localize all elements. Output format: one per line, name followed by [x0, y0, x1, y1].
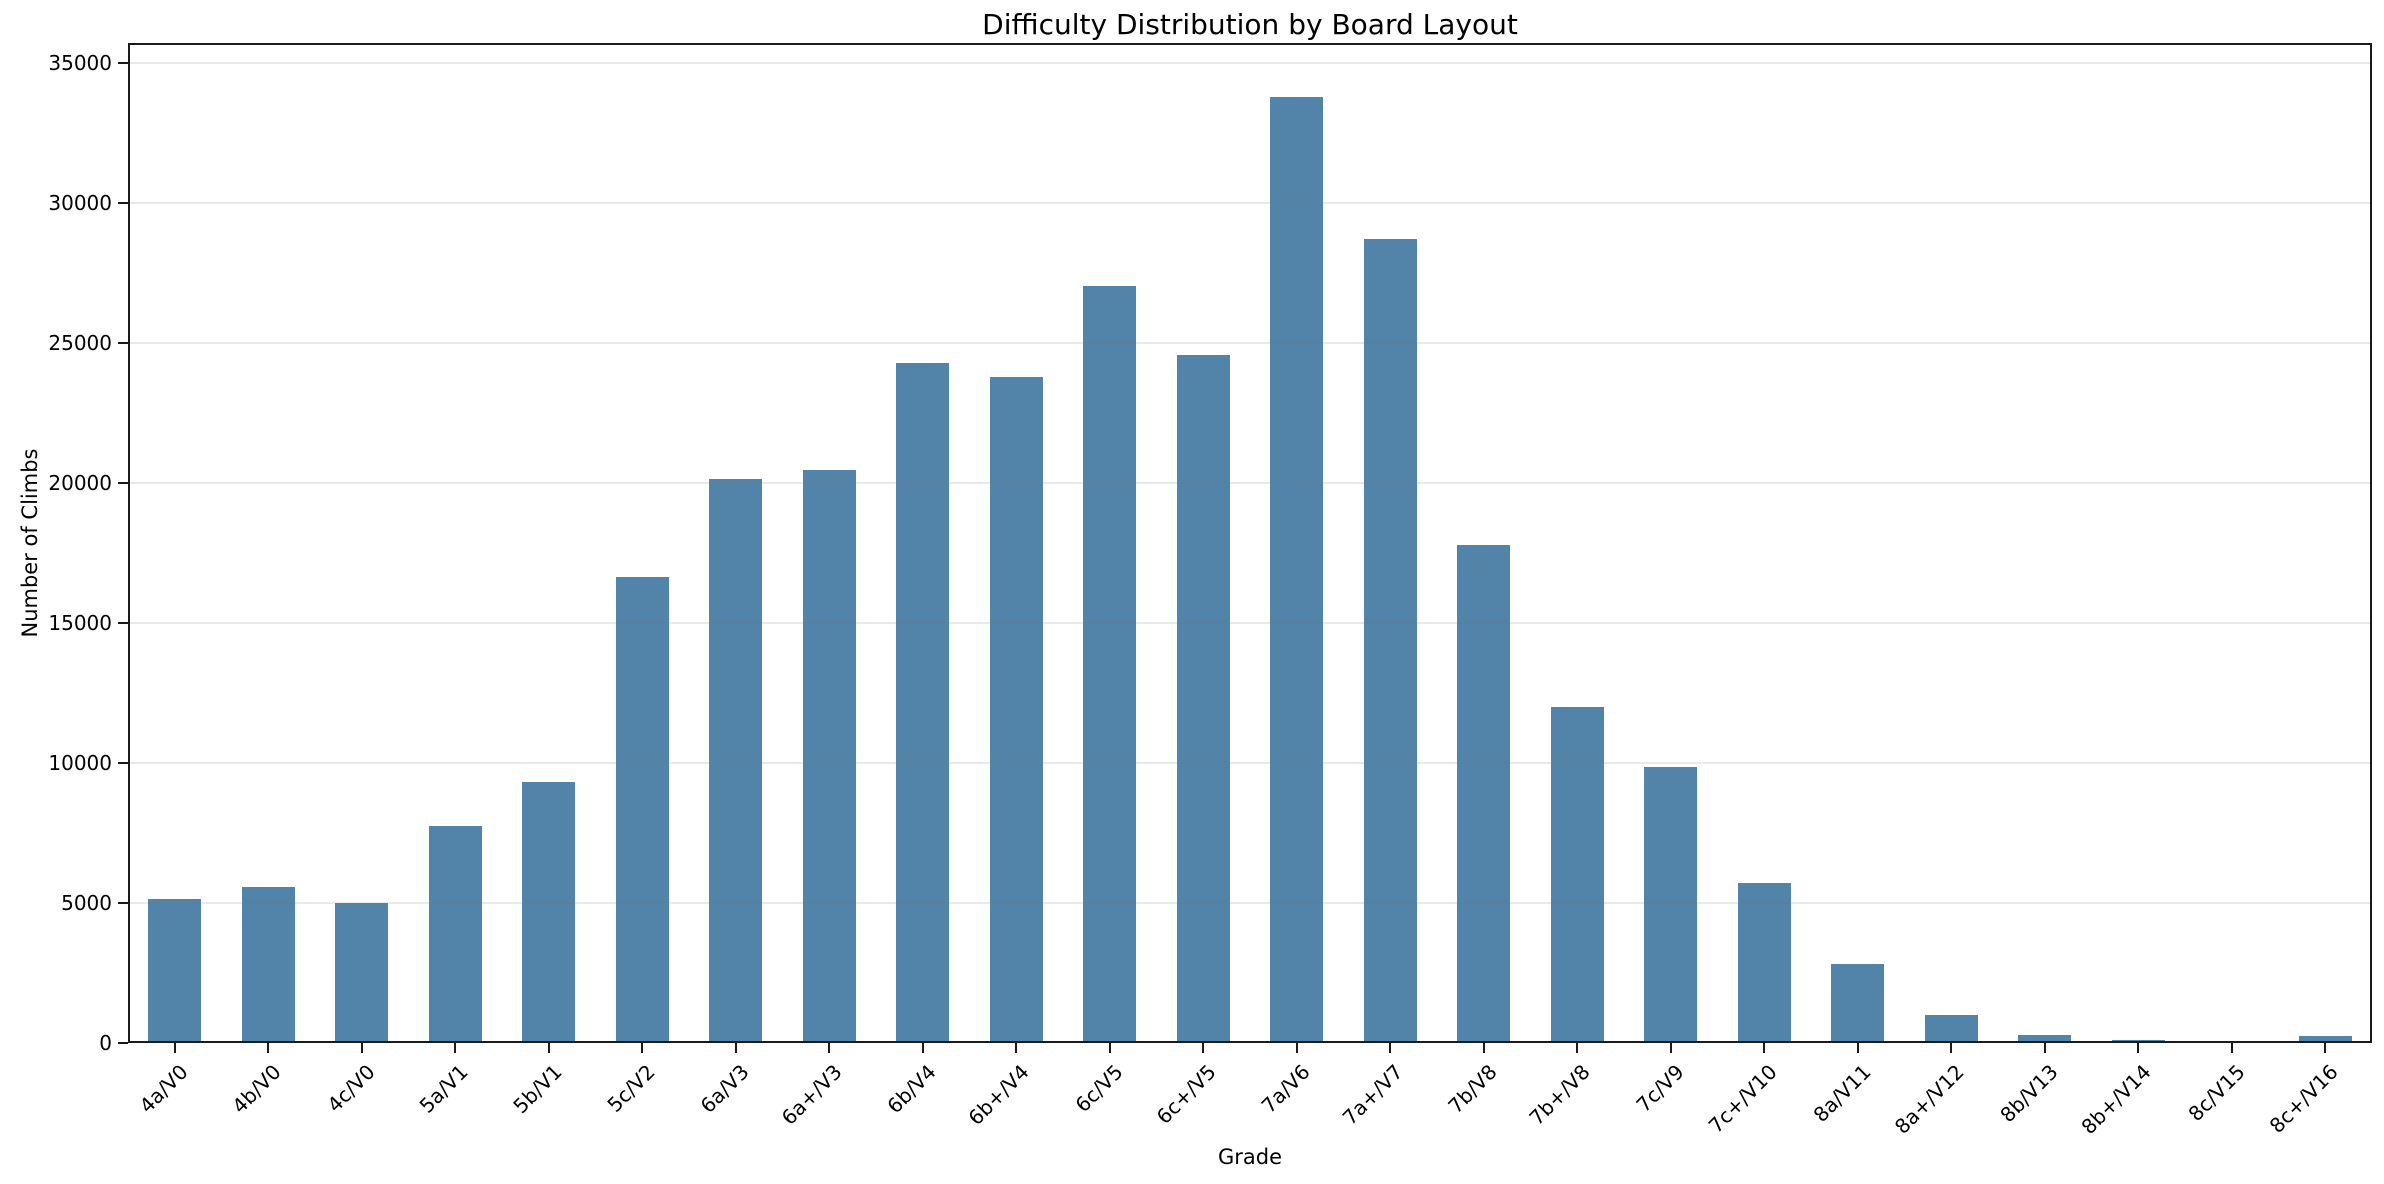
x-tick-mark-7c/V9: [1669, 1043, 1672, 1053]
gridline-y-5000: [128, 901, 2372, 904]
x-tick-mark-6c/V5: [1108, 1043, 1111, 1053]
y-axis-label: Number of Climbs: [18, 448, 42, 638]
gridline-y-15000: [128, 621, 2372, 624]
bar-6b+/V4: [990, 377, 1043, 1043]
x-tick-mark-7a+/V7: [1389, 1043, 1392, 1053]
y-tick-mark-10000: [118, 761, 128, 764]
x-tick-mark-4c/V0: [360, 1043, 363, 1053]
chart-title: Difficulty Distribution by Board Layout: [982, 8, 1518, 41]
y-tick-label-10000: 10000: [48, 750, 112, 775]
gridline-y-30000: [128, 201, 2372, 204]
bar-8c/V15: [2205, 1041, 2258, 1043]
y-tick-label-15000: 15000: [48, 610, 112, 635]
x-tick-mark-5c/V2: [641, 1043, 644, 1053]
x-tick-mark-7b+/V8: [1576, 1043, 1579, 1053]
gridline-y-35000: [128, 61, 2372, 64]
bar-4a/V0: [148, 899, 201, 1043]
bar-5b/V1: [522, 782, 575, 1043]
x-tick-mark-5a/V1: [454, 1043, 457, 1053]
x-tick-mark-7c+/V10: [1763, 1043, 1766, 1053]
y-tick-label-25000: 25000: [48, 330, 112, 355]
x-tick-mark-6a+/V3: [828, 1043, 831, 1053]
bar-5a/V1: [429, 826, 482, 1043]
bar-6a+/V3: [803, 470, 856, 1043]
x-tick-mark-5b/V1: [547, 1043, 550, 1053]
bar-8a/V11: [1831, 964, 1884, 1043]
x-tick-mark-6b+/V4: [1015, 1043, 1018, 1053]
y-tick-label-35000: 35000: [48, 50, 112, 75]
bar-8a+/V12: [1925, 1015, 1978, 1043]
y-tick-mark-20000: [118, 481, 128, 484]
bar-6b/V4: [896, 363, 949, 1043]
bar-5c/V2: [616, 577, 669, 1043]
x-tick-mark-8b/V13: [2043, 1043, 2046, 1053]
y-tick-mark-30000: [118, 201, 128, 204]
y-tick-label-20000: 20000: [48, 470, 112, 495]
gridline-y-20000: [128, 481, 2372, 484]
bar-7b+/V8: [1551, 707, 1604, 1043]
bar-8c+/V16: [2299, 1036, 2352, 1043]
x-tick-mark-8a/V11: [1856, 1043, 1859, 1053]
x-tick-mark-4a/V0: [173, 1043, 176, 1053]
y-tick-mark-0: [118, 1042, 128, 1044]
bar-7b/V8: [1457, 545, 1510, 1043]
y-tick-label-5000: 5000: [61, 890, 112, 915]
x-tick-mark-6c+/V5: [1202, 1043, 1205, 1053]
bar-8b/V13: [2018, 1035, 2071, 1043]
bar-7c/V9: [1644, 767, 1697, 1043]
x-tick-mark-6a/V3: [734, 1043, 737, 1053]
x-tick-mark-8a+/V12: [1950, 1043, 1953, 1053]
gridline-y-25000: [128, 341, 2372, 344]
x-tick-mark-7b/V8: [1482, 1043, 1485, 1053]
bar-6a/V3: [709, 479, 762, 1043]
y-tick-label-0: 0: [99, 1031, 112, 1055]
y-tick-mark-35000: [118, 61, 128, 64]
bar-6c+/V5: [1177, 355, 1230, 1043]
bar-7a+/V7: [1364, 239, 1417, 1043]
y-tick-mark-15000: [118, 621, 128, 624]
bar-6c/V5: [1083, 286, 1136, 1043]
x-tick-mark-8c/V15: [2230, 1043, 2233, 1053]
y-tick-mark-5000: [118, 901, 128, 904]
gridline-y-10000: [128, 761, 2372, 764]
plot-area: [128, 43, 2372, 1043]
bar-4c/V0: [335, 903, 388, 1043]
x-tick-mark-7a/V6: [1295, 1043, 1298, 1053]
bar-8b+/V14: [2112, 1040, 2165, 1043]
x-axis-label: Grade: [1217, 1145, 1283, 1169]
y-tick-label-30000: 30000: [48, 190, 112, 215]
bar-7c+/V10: [1738, 883, 1791, 1043]
bar-7a/V6: [1270, 97, 1323, 1043]
bar-4b/V0: [242, 887, 295, 1043]
x-tick-mark-8c+/V16: [2324, 1043, 2327, 1053]
y-tick-mark-25000: [118, 341, 128, 344]
x-tick-mark-6b/V4: [921, 1043, 924, 1053]
x-tick-mark-4b/V0: [267, 1043, 270, 1053]
x-tick-mark-8b+/V14: [2137, 1043, 2140, 1053]
